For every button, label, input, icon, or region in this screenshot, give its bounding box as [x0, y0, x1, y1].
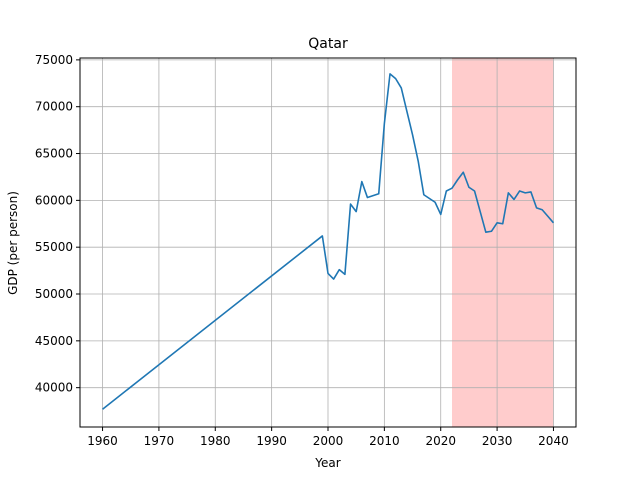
- y-tick-label: 45000: [35, 334, 73, 348]
- chart-title: Qatar: [308, 36, 348, 52]
- tick-layer: 1960 1970 1980 1990 2000 2010 2020 2030 2040 4000…: [35, 53, 569, 448]
- y-tick-label: 40000: [35, 381, 73, 395]
- x-axis-label: Year: [314, 456, 340, 470]
- x-tick-label: 1960: [87, 434, 118, 448]
- forecast-shading-layer: [452, 58, 554, 427]
- y-axis-label: GDP (per person): [6, 191, 20, 295]
- x-tick-label: 2010: [369, 434, 400, 448]
- y-tick-label: 50000: [35, 287, 73, 301]
- x-tick-label: 2040: [538, 434, 569, 448]
- y-tick-label: 60000: [35, 193, 73, 207]
- x-tick-label: 1990: [256, 434, 287, 448]
- y-tick-label: 70000: [35, 100, 73, 114]
- x-tick-label: 1970: [144, 434, 175, 448]
- series-line: [102, 73, 555, 410]
- y-tick-label: 75000: [35, 53, 73, 67]
- series-layer: [102, 73, 555, 410]
- forecast-region: [452, 58, 554, 427]
- y-tick-label: 55000: [35, 240, 73, 254]
- x-tick-label: 1980: [200, 434, 231, 448]
- x-tick-label: 2020: [425, 434, 456, 448]
- x-tick-label: 2000: [313, 434, 344, 448]
- y-tick-label: 65000: [35, 147, 73, 161]
- x-tick-label: 2030: [482, 434, 513, 448]
